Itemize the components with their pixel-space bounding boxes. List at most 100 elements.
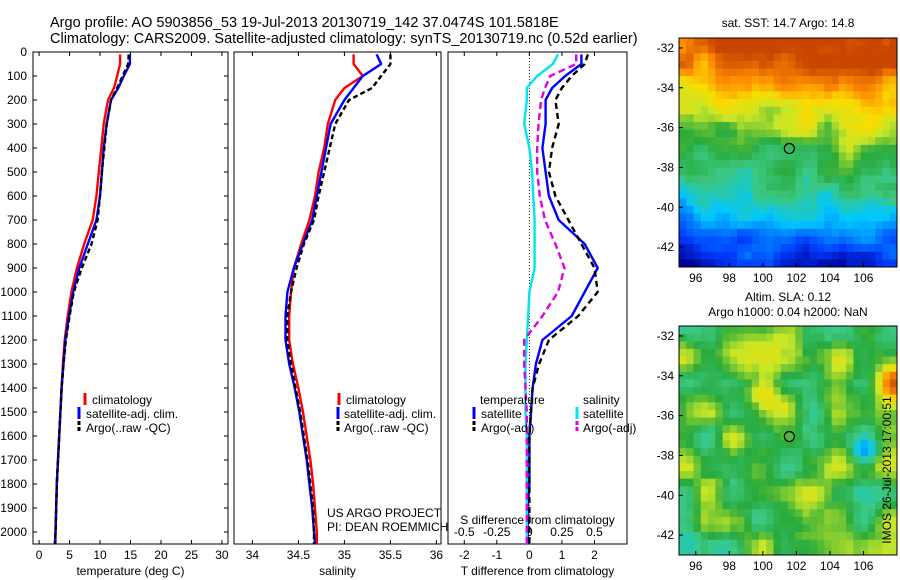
map-cell xyxy=(766,198,775,207)
map-cell xyxy=(846,213,854,222)
map-cell xyxy=(875,493,884,503)
map-cell xyxy=(788,493,796,503)
map-cell xyxy=(715,547,724,555)
map-cell xyxy=(679,251,687,260)
map-cell xyxy=(686,364,695,373)
map-cell xyxy=(838,83,847,93)
map-cell xyxy=(889,493,897,503)
pi-annotation: PI: DEAN ROEMMICH xyxy=(327,520,448,534)
map-cell xyxy=(686,106,695,115)
map-cell xyxy=(889,205,897,215)
map-cell xyxy=(846,45,854,54)
map-cell xyxy=(693,516,702,526)
y-tick-label: 2000 xyxy=(0,525,27,539)
map-cell xyxy=(679,76,687,85)
map-cell xyxy=(788,259,796,267)
map-cell xyxy=(824,524,833,533)
map-cell xyxy=(722,137,731,146)
map-cell xyxy=(686,448,695,457)
map-cell xyxy=(824,532,833,541)
map-cell xyxy=(686,213,695,222)
map-cell xyxy=(700,129,709,138)
map-cell xyxy=(795,493,804,503)
map-cell xyxy=(838,402,847,411)
map-cell xyxy=(809,409,818,419)
map-cell xyxy=(751,68,760,77)
map-cell xyxy=(780,333,789,342)
map-cell xyxy=(853,167,862,176)
map-cell xyxy=(831,394,840,403)
map-cell xyxy=(686,221,695,230)
map-cell xyxy=(809,205,818,215)
map-cell xyxy=(693,379,702,388)
map-cell xyxy=(867,137,876,146)
map-cell xyxy=(758,501,767,510)
map-cell xyxy=(729,183,738,192)
map-cell xyxy=(788,547,796,555)
map-cell xyxy=(780,83,789,93)
map-cell xyxy=(780,129,789,138)
map-cell xyxy=(846,198,854,207)
map-cell xyxy=(795,341,804,350)
map-cell xyxy=(795,53,804,62)
map-cell xyxy=(758,539,767,548)
map-cell xyxy=(729,348,738,358)
map-cell xyxy=(679,106,687,115)
map-cell xyxy=(737,76,745,85)
map-cell xyxy=(773,364,782,373)
y-tick-label: 1900 xyxy=(0,501,27,515)
map-cell xyxy=(686,68,695,77)
map-cell xyxy=(838,471,847,480)
map-cell xyxy=(867,432,876,442)
map-cell xyxy=(802,341,811,350)
map-cell xyxy=(824,364,833,373)
map-cell xyxy=(817,387,825,396)
map-cell xyxy=(744,99,753,108)
map-cell xyxy=(773,356,782,365)
map-cell xyxy=(846,532,854,541)
map-cell xyxy=(679,501,687,510)
map-cell xyxy=(824,99,833,108)
map-cell xyxy=(809,160,818,169)
map-cell xyxy=(737,99,745,108)
map-cell xyxy=(744,129,753,138)
map-cell xyxy=(766,251,775,260)
map-cell xyxy=(860,91,869,100)
map-cell xyxy=(722,371,731,381)
map-cell xyxy=(860,183,869,192)
map-cell xyxy=(700,341,709,350)
map-cell xyxy=(875,244,884,253)
map-cell xyxy=(744,417,753,426)
series-line-temperature-argo-adj- xyxy=(528,54,599,544)
x-tick-label: 15 xyxy=(124,548,138,562)
map-cell xyxy=(679,137,687,146)
map-cell xyxy=(744,547,753,555)
map-cell xyxy=(715,463,724,472)
map-cell xyxy=(824,432,833,442)
map-cell xyxy=(780,417,789,426)
map-cell xyxy=(817,455,825,464)
map-cell xyxy=(838,326,847,335)
map-cell xyxy=(788,91,796,100)
map-cell xyxy=(751,190,760,199)
map-cell xyxy=(853,137,862,146)
map-cell xyxy=(838,516,847,526)
map-cell xyxy=(853,547,862,555)
map-cell xyxy=(773,425,782,434)
map-cell xyxy=(751,83,760,93)
map-cell xyxy=(729,114,738,123)
map-cell xyxy=(773,417,782,426)
map-cell xyxy=(708,106,716,115)
map-cell xyxy=(751,244,760,253)
map-cell xyxy=(729,394,738,403)
map-cell xyxy=(693,76,702,85)
map-cell xyxy=(817,236,825,245)
map-cell xyxy=(802,326,811,335)
map-cell xyxy=(729,409,738,419)
map-cell xyxy=(773,152,782,161)
map-cell xyxy=(758,244,767,253)
y-tick-label: 1600 xyxy=(0,429,27,443)
map-cell xyxy=(838,91,847,100)
map-cell xyxy=(686,478,695,487)
map-cell xyxy=(758,524,767,533)
